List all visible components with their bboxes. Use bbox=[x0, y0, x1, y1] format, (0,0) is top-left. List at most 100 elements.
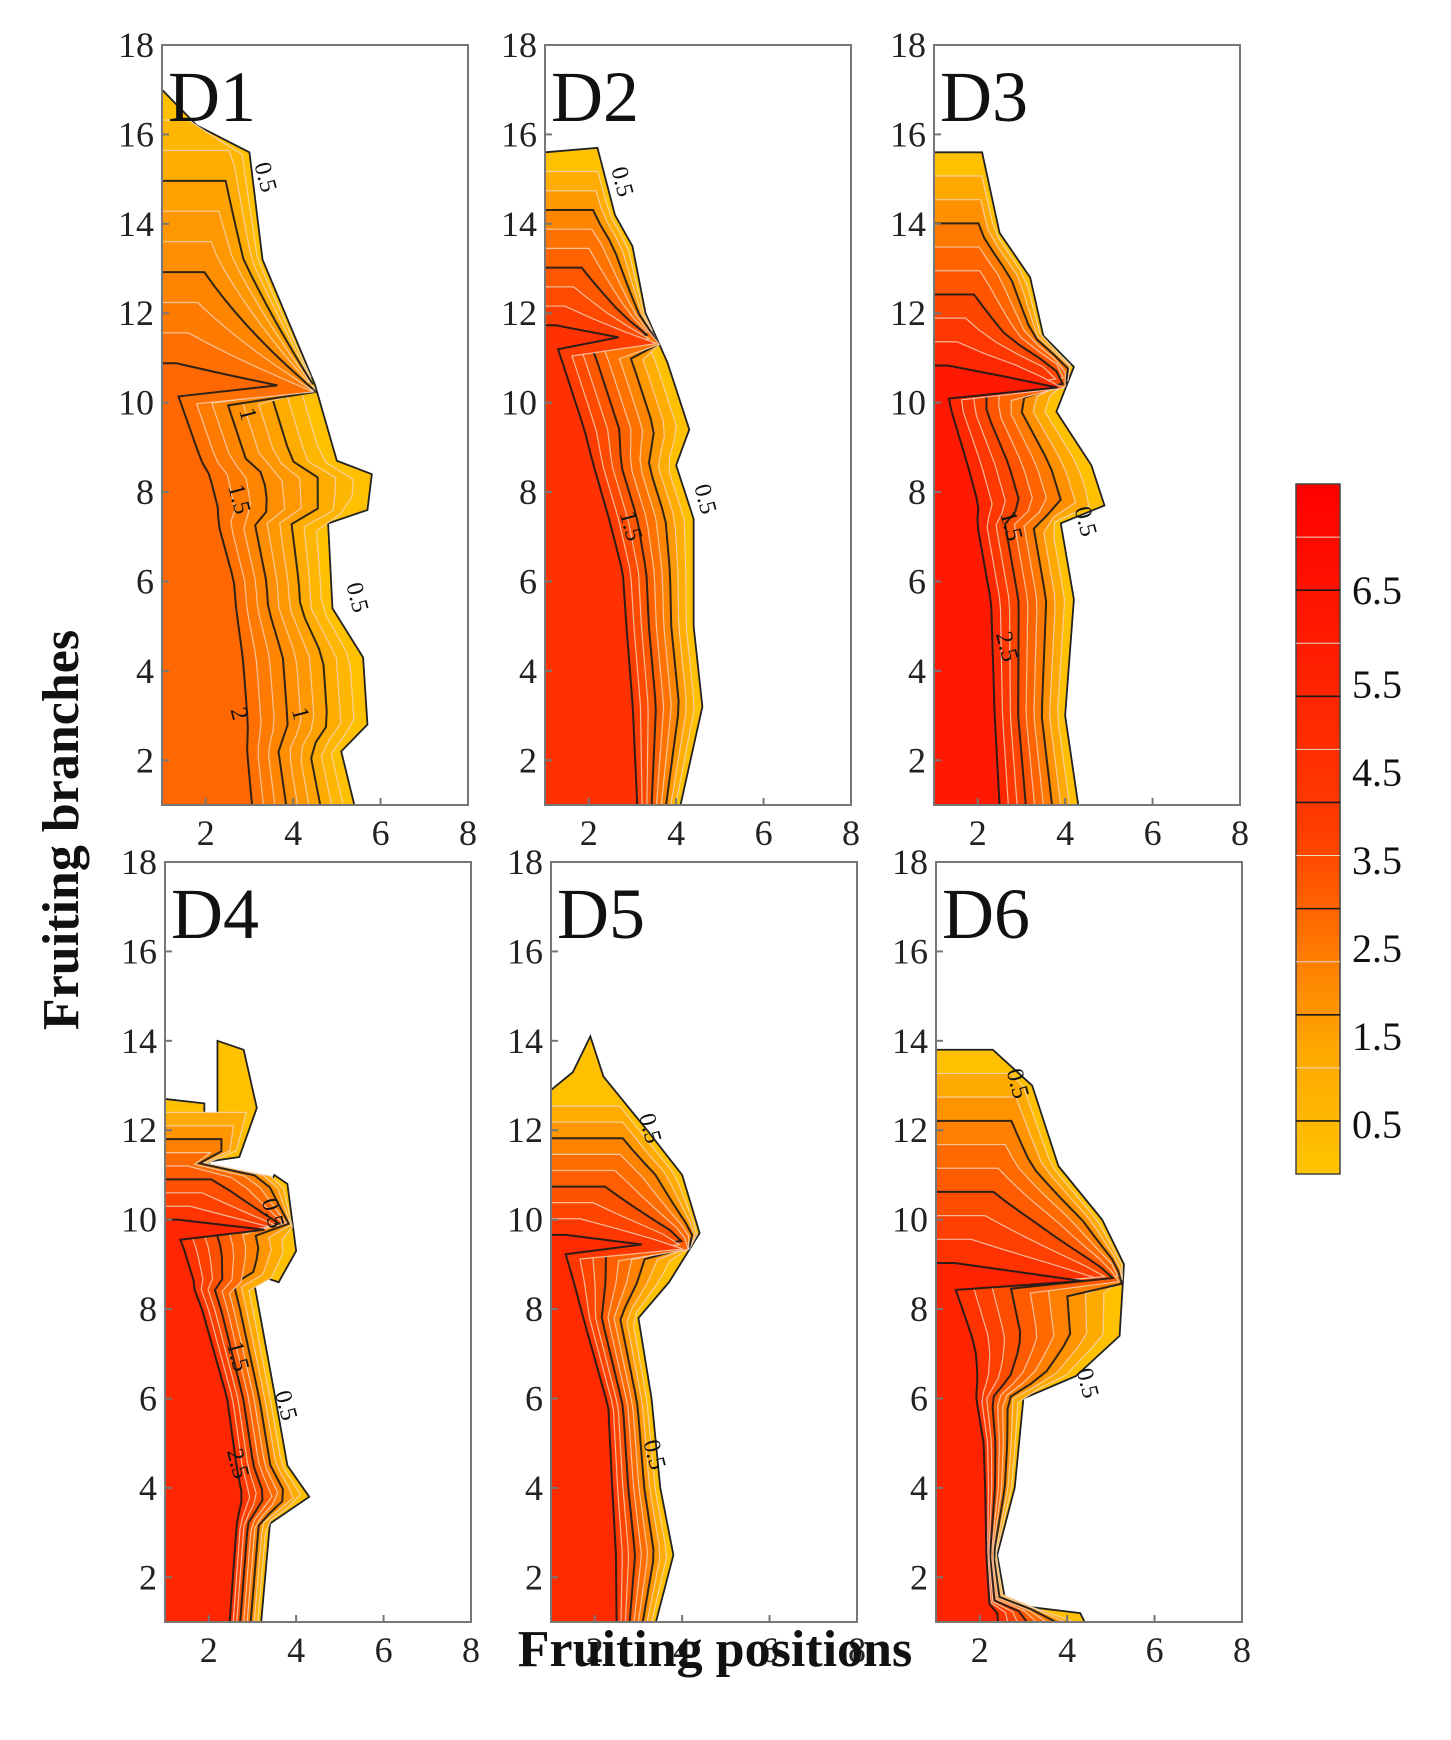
y-tick-label: 8 bbox=[908, 472, 926, 512]
y-tick-label: 8 bbox=[136, 472, 154, 512]
x-tick-label: 6 bbox=[761, 1630, 779, 1670]
panel-frame bbox=[164, 861, 472, 1623]
panel-label: D3 bbox=[940, 57, 1028, 137]
y-tick-label: 12 bbox=[118, 293, 154, 333]
y-tick-label: 14 bbox=[121, 1021, 157, 1061]
panel-fill-group bbox=[165, 1039, 311, 1622]
y-tick-label: 6 bbox=[519, 561, 537, 601]
y-tick-label: 10 bbox=[507, 1200, 543, 1240]
panel-fill-group bbox=[545, 146, 704, 805]
x-tick-label: 2 bbox=[971, 1630, 989, 1670]
y-axis-title: Fruiting branches bbox=[33, 630, 90, 1030]
x-tick-label: 4 bbox=[1058, 1630, 1076, 1670]
y-tick-label: 2 bbox=[139, 1557, 157, 1597]
y-tick-label: 10 bbox=[890, 383, 926, 423]
x-tick-label: 6 bbox=[1144, 813, 1162, 853]
y-tick-label: 2 bbox=[910, 1557, 928, 1597]
contour-band bbox=[934, 364, 1058, 805]
y-tick-label: 6 bbox=[136, 561, 154, 601]
y-tick-label: 14 bbox=[890, 204, 926, 244]
contour-band bbox=[936, 1262, 1083, 1622]
colorbar-label: 5.5 bbox=[1352, 662, 1402, 707]
y-tick-label: 18 bbox=[507, 842, 543, 882]
y-tick-label: 16 bbox=[501, 114, 537, 154]
colorbar-label: 2.5 bbox=[1352, 926, 1402, 971]
y-tick-label: 16 bbox=[121, 931, 157, 971]
x-tick-label: 8 bbox=[1233, 1630, 1251, 1670]
panel-frame bbox=[933, 44, 1241, 806]
x-axis-title: Fruiting positions bbox=[518, 1621, 912, 1678]
x-tick-label: 2 bbox=[969, 813, 987, 853]
y-tick-label: 18 bbox=[892, 842, 928, 882]
panel-label: D5 bbox=[557, 874, 645, 954]
contour-label: 0.5 bbox=[1071, 1365, 1104, 1401]
y-tick-label: 4 bbox=[139, 1468, 157, 1508]
colorbar-levels bbox=[1296, 536, 1340, 1122]
y-tick-label: 14 bbox=[118, 204, 154, 244]
panel-label: D2 bbox=[551, 57, 639, 137]
y-tick-label: 8 bbox=[139, 1289, 157, 1329]
y-tick-label: 8 bbox=[910, 1289, 928, 1329]
y-tick-label: 12 bbox=[507, 1110, 543, 1150]
y-tick-label: 18 bbox=[501, 25, 537, 65]
colorbar-label: 6.5 bbox=[1352, 568, 1402, 613]
contour-label: 0.5 bbox=[688, 481, 721, 517]
x-tick-label: 8 bbox=[462, 1630, 480, 1670]
y-tick-label: 10 bbox=[501, 383, 537, 423]
y-tick-label: 16 bbox=[507, 931, 543, 971]
y-tick-label: 12 bbox=[121, 1110, 157, 1150]
y-tick-label: 4 bbox=[519, 651, 537, 691]
y-tick-label: 10 bbox=[118, 383, 154, 423]
panel-frame bbox=[935, 861, 1243, 1623]
x-tick-label: 6 bbox=[755, 813, 773, 853]
x-tick-label: 4 bbox=[284, 813, 302, 853]
y-tick-label: 14 bbox=[501, 204, 537, 244]
colorbar-label: 3.5 bbox=[1352, 838, 1402, 883]
contour-band bbox=[162, 362, 278, 805]
colorbar: 6.5 5.5 4.5 3.5 2.5 1.5 0.5 bbox=[1295, 483, 1402, 1175]
y-tick-label: 18 bbox=[118, 25, 154, 65]
x-tick-label: 6 bbox=[372, 813, 390, 853]
y-tick-label: 4 bbox=[136, 651, 154, 691]
panel-frame bbox=[550, 861, 858, 1623]
contour-label: 0.5 bbox=[340, 580, 373, 616]
colorbar-label: 4.5 bbox=[1352, 750, 1402, 795]
y-tick-label: 10 bbox=[121, 1200, 157, 1240]
colorbar-gradient bbox=[1295, 483, 1341, 1175]
panel-label: D6 bbox=[942, 874, 1030, 954]
x-tick-label: 8 bbox=[848, 1630, 866, 1670]
colorbar-label: 1.5 bbox=[1352, 1014, 1402, 1059]
y-tick-label: 6 bbox=[139, 1378, 157, 1418]
panel-frame bbox=[161, 44, 469, 806]
y-tick-label: 6 bbox=[525, 1378, 543, 1418]
y-tick-label: 18 bbox=[890, 25, 926, 65]
y-tick-label: 6 bbox=[910, 1378, 928, 1418]
y-tick-label: 12 bbox=[892, 1110, 928, 1150]
x-tick-label: 4 bbox=[673, 1630, 691, 1670]
y-tick-label: 2 bbox=[908, 740, 926, 780]
x-tick-label: 2 bbox=[197, 813, 215, 853]
y-tick-label: 4 bbox=[908, 651, 926, 691]
panel-label: D1 bbox=[168, 57, 256, 137]
x-tick-label: 8 bbox=[459, 813, 477, 853]
panel-fill-group bbox=[551, 1033, 701, 1622]
colorbar-label: 0.5 bbox=[1352, 1102, 1402, 1147]
y-tick-label: 12 bbox=[501, 293, 537, 333]
y-tick-label: 16 bbox=[890, 114, 926, 154]
colorbar-labels: 6.5 5.5 4.5 3.5 2.5 1.5 0.5 bbox=[1352, 568, 1402, 1147]
y-tick-label: 12 bbox=[890, 293, 926, 333]
y-tick-label: 8 bbox=[525, 1289, 543, 1329]
x-tick-label: 6 bbox=[1146, 1630, 1164, 1670]
y-tick-label: 18 bbox=[121, 842, 157, 882]
panel-fill-group bbox=[162, 88, 373, 805]
y-tick-label: 2 bbox=[525, 1557, 543, 1597]
x-tick-label: 6 bbox=[375, 1630, 393, 1670]
y-tick-label: 10 bbox=[892, 1200, 928, 1240]
